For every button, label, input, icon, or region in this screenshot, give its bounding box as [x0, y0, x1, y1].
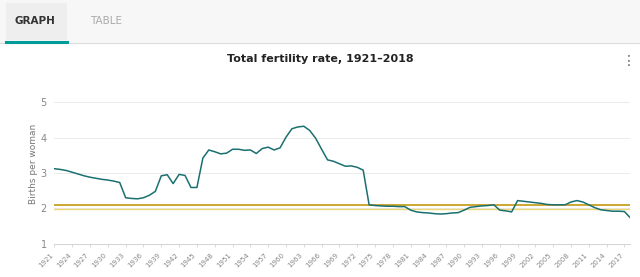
Text: TABLE: TABLE: [90, 16, 122, 27]
Text: Total fertility rate, 1921–2018: Total fertility rate, 1921–2018: [227, 54, 413, 64]
Y-axis label: Births per woman: Births per woman: [29, 124, 38, 204]
Text: GRAPH: GRAPH: [15, 16, 56, 27]
Text: ⋮: ⋮: [621, 54, 636, 68]
